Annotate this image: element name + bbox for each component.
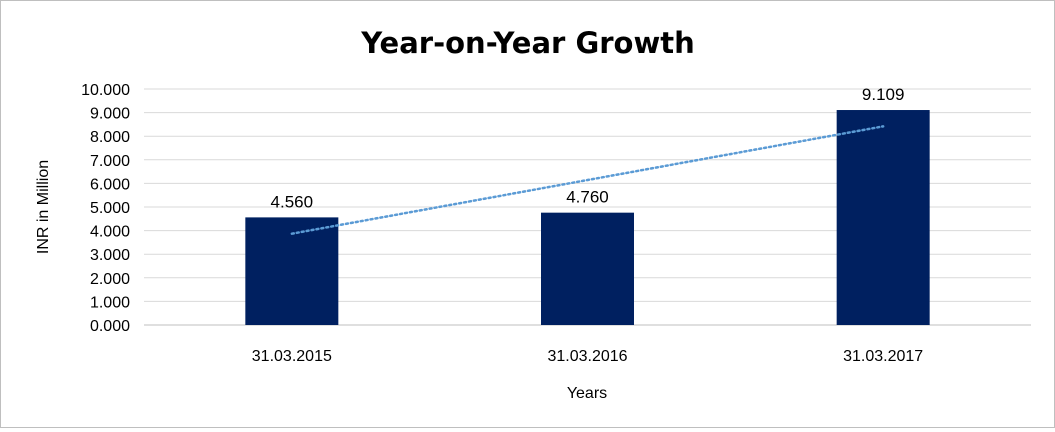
y-tick-label: 2.000: [90, 271, 130, 288]
y-tick-label: 4.000: [90, 224, 130, 241]
data-label: 4.760: [566, 188, 609, 207]
trendline: [290, 125, 885, 235]
trendline-path: [290, 125, 885, 235]
y-tick-label: 6.000: [90, 176, 130, 193]
bar: [836, 110, 930, 325]
bar: [541, 212, 634, 325]
x-axis-ticks: 31.03.2015 31.03.2016 31.03.2017: [252, 348, 924, 365]
chart-title: Year-on-Year Growth: [360, 26, 695, 60]
bars: [245, 110, 930, 325]
y-tick-label: 9.000: [90, 106, 130, 123]
y-axis-ticks: 0.000 1.000 2.000 3.000 4.000 5.000 6.000 7.000…: [81, 82, 130, 335]
y-tick-label: 0.000: [90, 318, 130, 335]
y-tick-label: 3.000: [90, 247, 130, 264]
y-tick-label: 5.000: [90, 200, 130, 217]
bar: [245, 217, 339, 325]
y-tick-label: 8.000: [90, 129, 130, 146]
data-label: 4.560: [271, 192, 314, 211]
y-axis-title: INR in Million: [35, 160, 52, 254]
x-tick-label: 31.03.2015: [252, 348, 332, 365]
x-axis-title: Years: [567, 385, 607, 402]
y-tick-label: 10.000: [81, 82, 130, 99]
x-tick-label: 31.03.2017: [843, 348, 923, 365]
data-label: 9.109: [862, 85, 905, 104]
data-labels: 4.560 4.760 9.109: [271, 85, 905, 211]
y-tick-label: 1.000: [90, 294, 130, 311]
x-tick-label: 31.03.2016: [547, 348, 627, 365]
y-tick-label: 7.000: [90, 153, 130, 170]
